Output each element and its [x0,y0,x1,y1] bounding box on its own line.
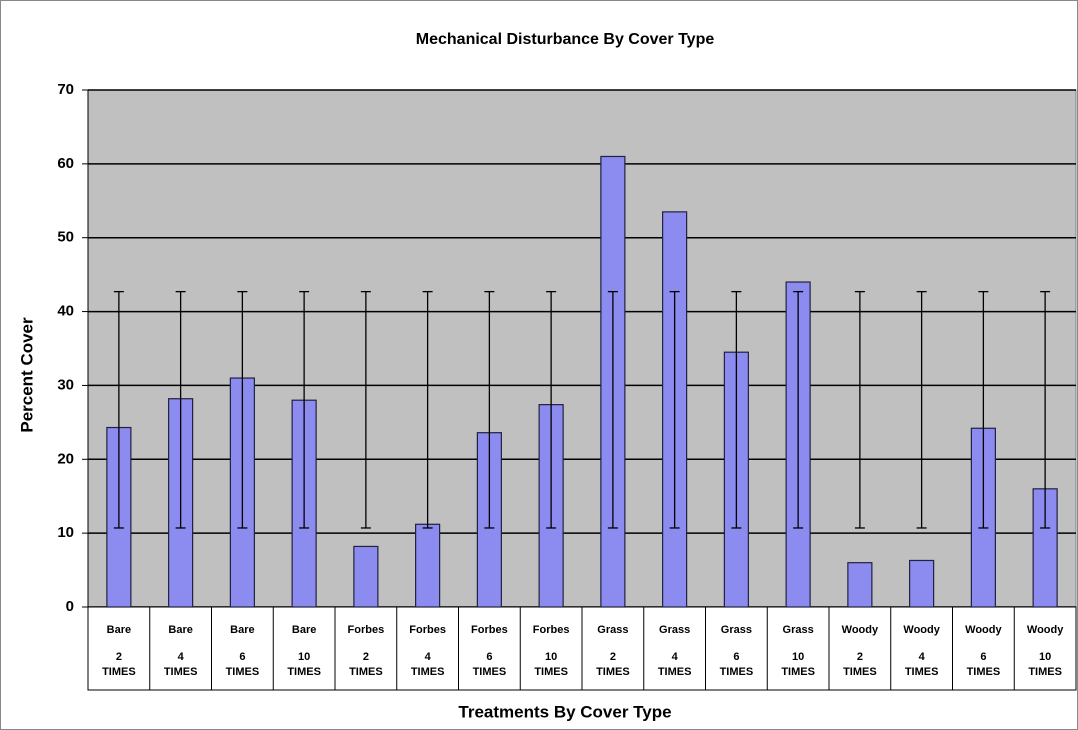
x-tick-label: Forbes [409,624,446,636]
x-tick-label: TIMES [1028,666,1062,678]
x-tick-label: 10 [298,651,310,663]
x-tick-label: 2 [857,651,863,663]
x-tick-label: TIMES [905,666,939,678]
x-tick-label: 2 [116,651,122,663]
y-tick-label: 0 [66,598,74,615]
x-tick-label: Woody [1027,624,1064,636]
x-tick-label: Forbes [533,624,570,636]
x-tick-label: 10 [792,651,804,663]
x-tick-label: Forbes [471,624,508,636]
x-tick-label: Grass [659,624,690,636]
x-tick-label: TIMES [967,666,1001,678]
x-tick-label: Grass [597,624,628,636]
y-axis-title: Percent Cover [17,317,36,433]
y-tick-label: 70 [57,81,74,98]
bar [415,523,441,608]
x-tick-label: 2 [610,651,616,663]
x-tick-label: TIMES [781,666,815,678]
y-tick-label: 30 [57,376,74,393]
x-tick-label: 10 [1039,651,1051,663]
x-tick-label: Bare [230,624,254,636]
x-tick-label: Woody [965,624,1002,636]
x-tick-label: 6 [733,651,739,663]
x-tick-label: Woody [842,624,879,636]
bar [353,545,379,608]
x-tick-label: Grass [721,624,752,636]
y-tick-label: 60 [57,155,74,172]
x-tick-label: 4 [919,651,926,663]
x-tick-label: Bare [292,624,316,636]
x-tick-label: Woody [903,624,940,636]
x-tick-label: Bare [168,624,192,636]
x-tick-label: 10 [545,651,557,663]
x-tick-label: TIMES [226,666,260,678]
x-tick-label: TIMES [658,666,692,678]
x-tick-label: 2 [363,651,369,663]
x-tick-label: TIMES [164,666,198,678]
x-tick-label: Bare [107,624,131,636]
chart-title: Mechanical Disturbance By Cover Type [416,31,715,48]
x-tick-label: 6 [980,651,986,663]
x-tick-label: 4 [178,651,185,663]
y-tick-label: 40 [57,303,74,320]
bar [600,155,626,608]
y-tick-label: 10 [57,524,74,541]
x-tick-label: TIMES [720,666,754,678]
y-tick-label: 20 [57,450,74,467]
x-tick-label: TIMES [287,666,321,678]
x-tick-label: 4 [425,651,432,663]
x-tick-label: 4 [672,651,679,663]
bar [1032,488,1058,608]
x-tick-label: TIMES [843,666,877,678]
bar [909,559,935,608]
x-tick-label: TIMES [596,666,630,678]
x-tick-label: TIMES [411,666,445,678]
x-tick-label: TIMES [534,666,568,678]
x-tick-label: Grass [783,624,814,636]
bar [847,562,873,608]
x-tick-label: TIMES [473,666,507,678]
x-tick-label: 6 [239,651,245,663]
x-tick-label: TIMES [102,666,136,678]
y-tick-label: 50 [57,229,74,246]
x-axis-title: Treatments By Cover Type [458,702,671,721]
x-tick-label: 6 [486,651,492,663]
x-tick-label: TIMES [349,666,383,678]
x-tick-label: Forbes [348,624,385,636]
